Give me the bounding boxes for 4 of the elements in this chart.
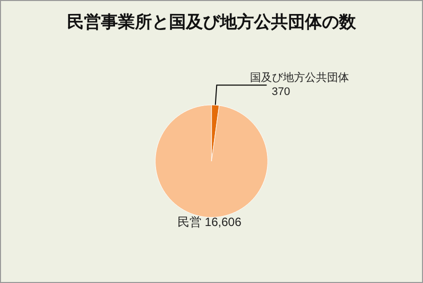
slice-label: 国及び地方公共団体 (250, 71, 350, 84)
chart-title: 民営事業所と国及び地方公共団体の数 (67, 12, 357, 32)
data-label: 370 (272, 86, 290, 98)
slice-label: 民営 16,606 (177, 215, 242, 230)
